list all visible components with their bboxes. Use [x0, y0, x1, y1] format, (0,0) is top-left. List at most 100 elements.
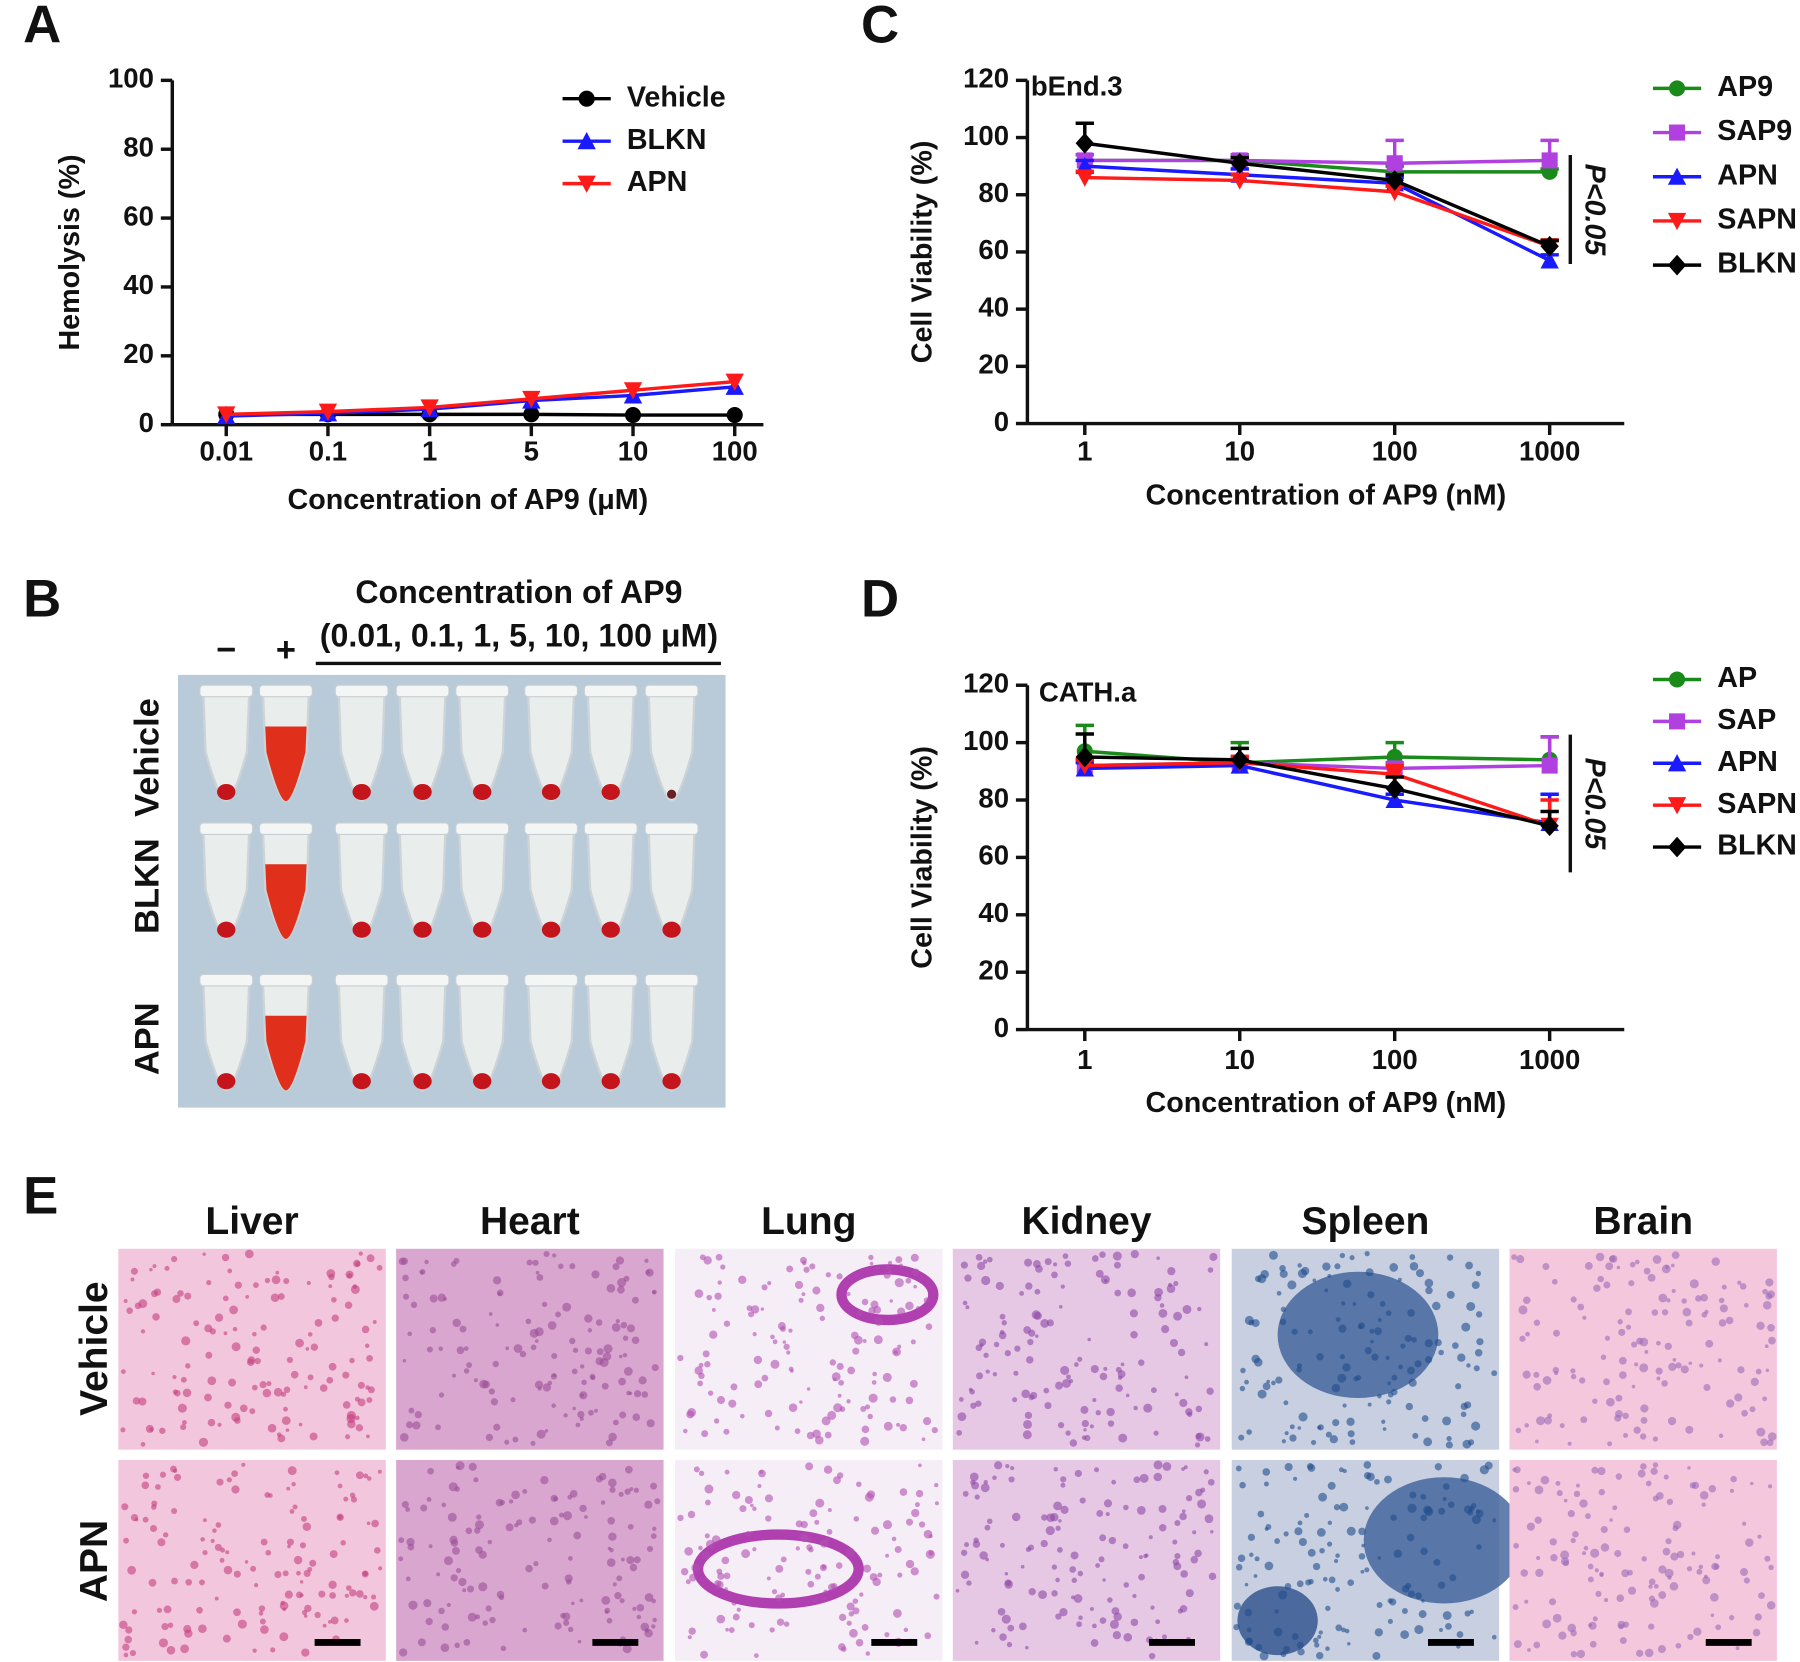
cell [1473, 1365, 1480, 1372]
x-tick-label: 10 [1224, 1044, 1255, 1075]
cell [410, 1301, 418, 1308]
cell [1750, 1377, 1759, 1387]
y-tick-label: 80 [123, 131, 154, 162]
cell [121, 1503, 129, 1511]
cell [155, 1484, 161, 1490]
cell [632, 1606, 637, 1611]
cell [1127, 1288, 1136, 1298]
cell [841, 1646, 847, 1652]
tube [337, 828, 386, 941]
marker [1540, 815, 1559, 837]
cell [140, 1441, 146, 1447]
cell [1144, 1553, 1149, 1558]
cell [631, 1296, 639, 1304]
cell [1181, 1509, 1186, 1514]
cell [868, 1254, 874, 1261]
cell [770, 1359, 780, 1369]
cell [1294, 1527, 1303, 1536]
marker [1385, 183, 1404, 202]
cell [296, 1570, 301, 1576]
cell [997, 1607, 1006, 1616]
cell [579, 1364, 585, 1369]
cell [622, 1335, 629, 1341]
cell [1244, 1582, 1249, 1587]
cell [1059, 1608, 1068, 1617]
cell [1754, 1613, 1762, 1621]
cell [305, 1347, 310, 1351]
cell [299, 1542, 306, 1549]
cell [1567, 1623, 1577, 1633]
cell [1516, 1255, 1525, 1264]
cell [999, 1542, 1005, 1548]
cell [1077, 1356, 1083, 1362]
cell [252, 1648, 257, 1653]
cell [1246, 1429, 1252, 1435]
cell [1150, 1605, 1155, 1610]
tube-cap [583, 684, 638, 698]
cell [1386, 1399, 1392, 1405]
cell [575, 1422, 581, 1428]
cell [1301, 1266, 1310, 1276]
marker [318, 403, 338, 421]
cell [361, 1570, 369, 1578]
cell [1363, 1461, 1372, 1469]
cell [152, 1264, 157, 1269]
cell [1606, 1397, 1615, 1407]
cell [1312, 1278, 1317, 1283]
cell [1655, 1367, 1663, 1375]
cell [149, 1267, 153, 1272]
cell [476, 1514, 482, 1520]
cell [1007, 1624, 1015, 1632]
cell [485, 1433, 494, 1442]
x-tick-label: 5 [524, 436, 539, 467]
cell [1046, 1319, 1054, 1327]
cell [1739, 1283, 1747, 1290]
cell [1491, 1634, 1497, 1640]
cell [872, 1371, 877, 1377]
cell [293, 1555, 303, 1565]
cell [1207, 1267, 1214, 1273]
cell [1600, 1354, 1607, 1360]
cell [138, 1397, 147, 1406]
cell [1255, 1643, 1263, 1651]
panel-subtitle: (0.01, 0.1, 1, 5, 10, 100 μM) [320, 618, 718, 654]
cell [241, 1462, 246, 1467]
cell [1766, 1290, 1775, 1299]
cell [283, 1406, 288, 1412]
cell [825, 1536, 831, 1542]
cell [1111, 1479, 1117, 1485]
cell [435, 1424, 441, 1431]
cell [1579, 1377, 1586, 1384]
y-tick-label: 20 [978, 954, 1009, 985]
cell [284, 1590, 293, 1599]
cell [1352, 1302, 1357, 1306]
cell [1262, 1382, 1271, 1391]
cell [314, 1318, 323, 1327]
cell [1655, 1492, 1664, 1500]
cell [985, 1369, 990, 1374]
cell [505, 1523, 514, 1532]
cell [1536, 1416, 1546, 1426]
column-label: Heart [480, 1200, 580, 1243]
cell [1248, 1319, 1255, 1326]
panel-letter: D [861, 570, 899, 629]
cell [965, 1305, 970, 1310]
cell [1335, 1624, 1343, 1632]
cell [1297, 1520, 1303, 1526]
cell [619, 1411, 627, 1419]
cell [562, 1511, 573, 1521]
cell [1279, 1269, 1288, 1278]
cell [1074, 1362, 1079, 1367]
cell [1276, 1290, 1282, 1296]
cell [525, 1318, 532, 1325]
marker [624, 407, 642, 424]
cell [1647, 1273, 1656, 1282]
tube-cap [395, 684, 450, 698]
cell [1765, 1368, 1770, 1373]
cell [1616, 1594, 1625, 1602]
cell [1172, 1539, 1178, 1545]
cell [1425, 1286, 1433, 1295]
cell [1533, 1371, 1540, 1378]
cell [487, 1539, 493, 1545]
y-tick-label: 0 [994, 406, 1009, 437]
